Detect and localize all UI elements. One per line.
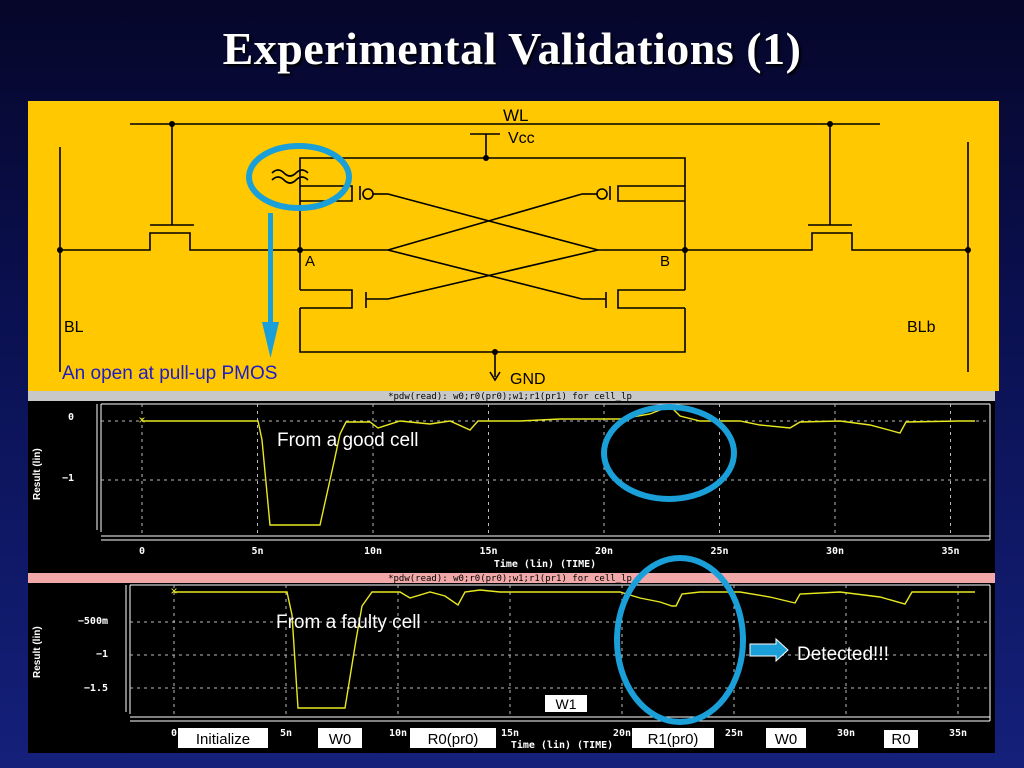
- slide-title: Experimental Validations (1): [222, 23, 802, 74]
- good-ytick-0: 0: [68, 412, 74, 423]
- phase-box-initialize: [178, 728, 268, 748]
- faulty-xtick-2: 10n: [389, 728, 407, 739]
- faulty-xtick-5: 25n: [725, 728, 743, 739]
- faulty-plot-ylabel: Result (lin): [32, 626, 43, 678]
- bl-label: BL: [64, 319, 84, 336]
- good-xtick-6: 30n: [826, 546, 844, 557]
- good-xtick-0: 0: [139, 546, 145, 557]
- good-xtick-2: 10n: [364, 546, 382, 557]
- faulty-xtick-7: 35n: [949, 728, 967, 739]
- good-ytick-1: −1: [62, 473, 74, 484]
- faulty-start-marker: ×: [170, 584, 177, 598]
- faulty-xtick-1: 5n: [280, 728, 292, 739]
- faulty-xtick-6: 30n: [837, 728, 855, 739]
- good-xtick-7: 35n: [941, 546, 959, 557]
- faulty-plot-xlabel: Time (lin) (TIME): [511, 739, 613, 751]
- w1-phase-label: W1: [556, 696, 577, 712]
- node-b-label: B: [660, 253, 670, 270]
- faulty-plot-header: *pdw(read): w0;r0(pr0);w1;r1(pr1) for ce…: [388, 574, 632, 584]
- good-plot-xlabel: Time (lin) (TIME): [494, 558, 596, 570]
- phase-box-r0: [410, 728, 496, 748]
- w1-phase-box: [545, 695, 587, 712]
- phase-box-w0: [318, 728, 362, 748]
- phase-w0-2-label: W0: [775, 731, 798, 748]
- good-start-marker: ×: [138, 413, 145, 427]
- faulty-ytick-0: −500m: [78, 616, 108, 627]
- sram-circuit: WL Vcc GND BL BLb A B: [28, 101, 999, 391]
- faulty-xtick-4: 20n: [613, 728, 631, 739]
- faulty-read-highlight: [614, 555, 746, 725]
- open-fault-annotation: An open at pull-up PMOS: [62, 363, 277, 384]
- good-cell-plot: *pdw(read): w0;r0(pr0);w1;r1(pr1) for ce…: [28, 391, 995, 573]
- faulty-ytick-2: −1.5: [84, 683, 108, 694]
- faulty-cell-trace: [174, 589, 975, 709]
- phase-box-r0-2: [884, 730, 918, 748]
- blb-label: BLb: [907, 319, 936, 336]
- detected-label: Detected!!!: [797, 644, 889, 665]
- phase-box-w0-2: [766, 728, 806, 748]
- phase-r1-label: R1(pr0): [648, 731, 699, 748]
- good-xtick-4: 20n: [595, 546, 613, 557]
- faulty-cell-annotation: From a faulty cell: [276, 612, 421, 633]
- fault-arrow-shaft: [268, 213, 273, 323]
- phase-r0-label: R0(pr0): [428, 731, 479, 748]
- good-plot-ylabel: Result (lin): [32, 448, 43, 500]
- phase-r0-2-label: R0: [891, 731, 910, 748]
- gnd-label: GND: [510, 371, 546, 388]
- good-xtick-1: 5n: [251, 546, 263, 557]
- phase-w0-label: W0: [329, 731, 352, 748]
- faulty-plot-x-ticks: 0 5n 10n 15n 20n 25n 30n 35n: [171, 728, 967, 739]
- good-xtick-3: 15n: [479, 546, 497, 557]
- good-xtick-5: 25n: [710, 546, 728, 557]
- faulty-ytick-1: −1: [96, 649, 108, 660]
- detected-arrow: [749, 637, 789, 663]
- open-fault-highlight: [246, 143, 352, 211]
- good-read-highlight: [601, 404, 737, 502]
- fault-arrow-head: [262, 322, 279, 358]
- good-cell-trace: [142, 407, 975, 526]
- good-plot-x-ticks: 0 5n 10n 15n 20n 25n 30n 35n: [139, 546, 960, 557]
- node-a-label: A: [305, 253, 315, 270]
- wl-label: WL: [503, 106, 529, 125]
- good-plot-header: *pdw(read): w0;r0(pr0);w1;r1(pr1) for ce…: [388, 392, 632, 402]
- faulty-xtick-0: 0: [171, 728, 177, 739]
- phase-initialize-label: Initialize: [196, 731, 250, 748]
- phase-box-r1: [632, 728, 714, 748]
- good-cell-annotation: From a good cell: [277, 430, 419, 451]
- vcc-label: Vcc: [508, 130, 535, 147]
- faulty-cell-plot: *pdw(read): w0;r0(pr0);w1;r1(pr1) for ce…: [28, 555, 995, 753]
- faulty-xtick-3: 15n: [501, 728, 519, 739]
